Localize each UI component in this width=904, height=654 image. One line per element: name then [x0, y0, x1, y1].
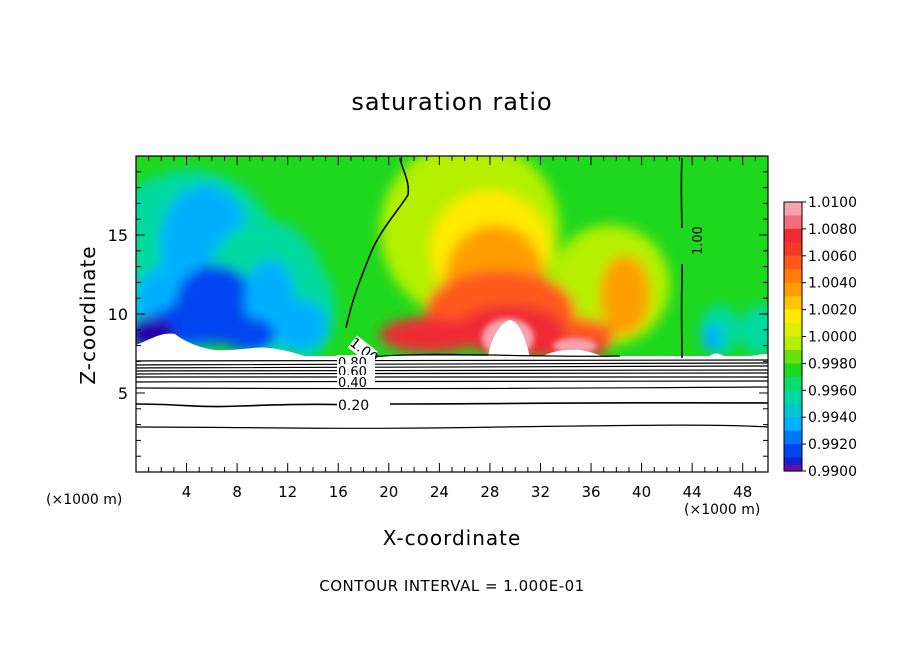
x-tick-label: 16 [329, 483, 348, 501]
x-tick-label: 12 [278, 483, 297, 501]
colorbar-swatch [784, 323, 802, 338]
x-tick-label: 4 [182, 483, 192, 501]
colorbar-swatch [784, 336, 802, 351]
x-tick-label: 44 [683, 483, 702, 501]
y-tick-label: 10 [108, 305, 128, 324]
colorbar-label: 1.0020 [808, 303, 857, 319]
x-axis-ticks: 4 8 12 16 20 24 28 32 36 40 44 48 [148, 156, 756, 501]
x-tick-label: 48 [733, 483, 752, 501]
colorbar-swatch [784, 465, 802, 471]
colorbar-swatch [784, 430, 802, 445]
colorbar-swatch [784, 282, 802, 297]
x-unit-label-right: (×1000 m) [684, 502, 761, 518]
contour-label: 1.00 [691, 226, 706, 255]
colorbar-swatch [784, 363, 802, 378]
y-axis-ticks: 5 10 15 [108, 171, 768, 457]
colorbar-label: 1.0060 [808, 249, 857, 265]
x-tick-label: 20 [379, 483, 398, 501]
colorbar-swatch [784, 255, 802, 270]
colorbar-label: 1.0000 [808, 330, 857, 346]
chart-title: saturation ratio [351, 88, 553, 116]
colorbar-label: 1.0100 [808, 195, 857, 211]
colorbar-swatch [784, 269, 802, 284]
colorbar-swatch [784, 403, 802, 418]
y-tick-label: 15 [108, 226, 128, 245]
contour-label: 0.40 [338, 376, 367, 391]
x-tick-label: 28 [480, 483, 499, 501]
contour-interval-note: CONTOUR INTERVAL = 1.000E-01 [319, 577, 585, 595]
colorbar-label: 0.9900 [808, 464, 857, 480]
contour-label: 0.20 [338, 398, 369, 414]
colorbar-label: 0.9980 [808, 356, 857, 372]
colorbar-swatch [784, 215, 802, 230]
x-axis-label: X-coordinate [382, 526, 522, 550]
colorbar-swatch [784, 202, 802, 217]
colorbar-label: 0.9940 [808, 410, 857, 426]
colorbar: 1.0100 1.0080 1.0060 1.0040 1.0020 1.0000 0.99… [783, 195, 857, 480]
x-unit-label-left: (×1000 m) [46, 492, 123, 508]
colorbar-swatch [784, 296, 802, 311]
colorbar-swatch [784, 417, 802, 432]
colorbar-swatch [784, 390, 802, 405]
y-axis-label: Z-coordinate [76, 245, 100, 385]
contour-labels: 1.00 1.00 0.80 0.60 0.40 0.20 [337, 226, 706, 414]
colorbar-swatch [784, 376, 802, 391]
x-tick-label: 36 [581, 483, 600, 501]
colorbar-swatch [784, 349, 802, 364]
x-tick-label: 32 [531, 483, 550, 501]
y-tick-label: 5 [118, 384, 128, 403]
colorbar-label: 1.0040 [808, 276, 857, 292]
x-tick-label: 8 [232, 483, 242, 501]
x-tick-label: 24 [430, 483, 449, 501]
colorbar-swatch [784, 444, 802, 459]
saturation-field [136, 156, 768, 356]
colorbar-label: 0.9920 [808, 437, 857, 453]
colorbar-label: 1.0080 [808, 222, 857, 238]
colorbar-swatch [784, 228, 802, 243]
colorbar-label: 0.9960 [808, 383, 857, 399]
x-tick-label: 40 [632, 483, 651, 501]
colorbar-swatch [784, 309, 802, 324]
colorbar-swatch [784, 242, 802, 257]
